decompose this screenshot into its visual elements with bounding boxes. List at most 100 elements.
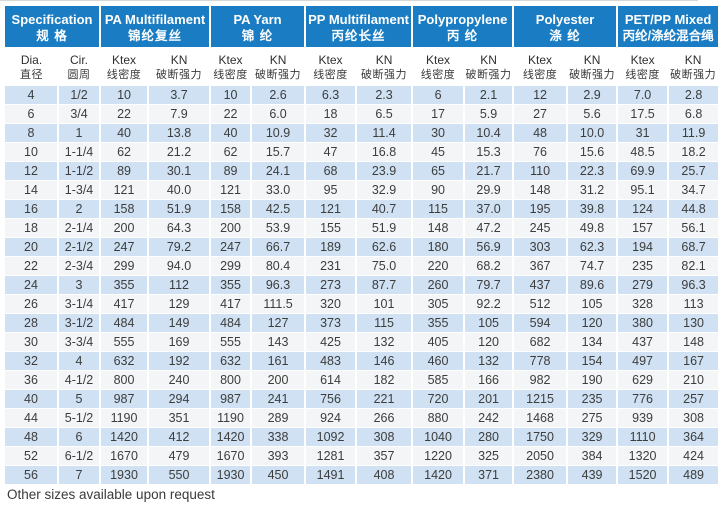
- subheader-label-zh: 线密度: [420, 69, 456, 81]
- table-cell: 325: [463, 446, 514, 466]
- subheader-label-zh: 线密度: [625, 69, 660, 81]
- subheader-col-3-kn: KN 破断强力: [148, 47, 211, 86]
- table-cell: 338: [250, 427, 306, 447]
- table-cell: 241: [250, 389, 306, 409]
- table-row: 36 4-1/2 800 240 800 200 614 182 585 166 982 190 629…: [5, 370, 719, 390]
- table-cell: 62: [99, 142, 149, 162]
- table-cell: 305: [411, 294, 465, 314]
- table-cell: 1092: [304, 427, 357, 447]
- table-cell: 10.4: [463, 123, 514, 143]
- group-label-en: PP Multifilament: [308, 11, 409, 27]
- table-cell: 425: [304, 332, 357, 352]
- table-cell: 2.1: [463, 86, 514, 105]
- table-cell: 1040: [411, 427, 465, 447]
- table-cell: 7: [56, 465, 101, 485]
- table-cell: 880: [411, 408, 465, 428]
- table-cell: 200: [209, 218, 252, 238]
- table-cell: 96.3: [667, 275, 719, 295]
- table-cell: 121: [304, 199, 357, 219]
- table-cell: 11.9: [667, 123, 719, 143]
- table-cell: 460: [411, 351, 465, 371]
- table-cell: 48: [5, 427, 58, 447]
- table-cell: 6.0: [250, 104, 306, 124]
- table-cell: 2-1/2: [56, 237, 101, 257]
- table-cell: 56.1: [667, 218, 719, 238]
- group-header-pp-multifilament: PP Multifilament 丙纶长丝: [304, 6, 413, 47]
- table-cell: 47.2: [463, 218, 514, 238]
- table-cell: 1: [56, 123, 101, 143]
- table-row: 12 1-1/2 89 30.1 89 24.1 68 23.9 65 21.7 110 22.3 69…: [5, 161, 719, 181]
- table-cell: 89: [209, 161, 252, 181]
- table-cell: 235: [616, 256, 669, 276]
- group-label-zh: 丙 纶: [446, 28, 479, 43]
- table-cell: 105: [463, 313, 514, 333]
- group-header-polypropylene: Polypropylene 丙 纶: [411, 6, 514, 47]
- group-header-specification: Specification 规 格: [5, 6, 101, 47]
- table-cell: 987: [99, 389, 149, 409]
- table-row: 10 1-1/4 62 21.2 62 15.7 47 16.8 45 15.3 76 15.6 48.…: [5, 142, 719, 162]
- subheader-label-en: KN: [684, 53, 702, 67]
- group-header-pet-pp-mixed: PET/PP Mixed 丙纶/涤纶混合绳: [616, 6, 719, 47]
- table-cell: 776: [616, 389, 669, 409]
- table-cell: 10: [5, 142, 58, 162]
- table-row: 14 1-3/4 121 40.0 121 33.0 95 32.9 90 29.9 148 31.2…: [5, 180, 719, 200]
- table-cell: 192: [147, 351, 211, 371]
- table-cell: 48.5: [616, 142, 669, 162]
- table-cell: 169: [147, 332, 211, 352]
- table-cell: 49.8: [566, 218, 618, 238]
- table-row: 20 2-1/2 247 79.2 247 66.7 189 62.6 180 56.9 303 62…: [5, 237, 719, 257]
- table-cell: 1670: [209, 446, 252, 466]
- table-cell: 32: [304, 123, 357, 143]
- group-label-zh: 锦 纶: [241, 28, 274, 43]
- table-cell: 39.8: [566, 199, 618, 219]
- table-cell: 47: [304, 142, 357, 162]
- table-cell: 555: [99, 332, 149, 352]
- subheader-label-zh: 破断强力: [569, 69, 616, 81]
- table-cell: 82.1: [667, 256, 719, 276]
- table-cell: 7.9: [147, 104, 211, 124]
- subheader-label-en: KN: [170, 53, 188, 67]
- table-cell: 1110: [616, 427, 669, 447]
- table-cell: 247: [99, 237, 149, 257]
- table-cell: 36: [5, 370, 58, 390]
- table-cell: 10: [99, 86, 149, 105]
- subheader-label-en: Dia.: [20, 53, 43, 67]
- subheader-col-10-ktex: Ktex 线密度: [513, 47, 568, 86]
- group-header-pa-yarn: PA Yarn 锦 纶: [209, 6, 306, 47]
- table-cell: 14: [5, 180, 58, 200]
- table-cell: 89: [99, 161, 149, 181]
- table-cell: 42.5: [250, 199, 306, 219]
- subheader-label-zh: 圆周: [67, 69, 91, 81]
- table-cell: 65: [411, 161, 465, 181]
- table-cell: 22: [5, 256, 58, 276]
- table-row: 56 7 1930 550 1930 450 1491 408 1420 371 2380 439 15…: [5, 465, 719, 485]
- table-cell: 355: [99, 275, 149, 295]
- table-cell: 45: [411, 142, 465, 162]
- table-cell: 112: [147, 275, 211, 295]
- table-cell: 1190: [209, 408, 252, 428]
- table-cell: 68.2: [463, 256, 514, 276]
- table-cell: 682: [512, 332, 568, 352]
- table-cell: 320: [304, 294, 357, 314]
- table-cell: 235: [566, 389, 618, 409]
- table-cell: 585: [411, 370, 465, 390]
- table-cell: 594: [512, 313, 568, 333]
- subheader-label-en: KN: [583, 53, 601, 67]
- subheader-col-12-ktex: Ktex 线密度: [617, 47, 669, 86]
- table-cell: 22: [209, 104, 252, 124]
- subheader-label-zh: 破断强力: [361, 69, 408, 81]
- group-label-en: PA Multifilament: [104, 11, 206, 27]
- table-cell: 3-1/4: [56, 294, 101, 314]
- rope-spec-table: Specification 规 格 PA Multifilament 锦纶复丝 PA Y…: [5, 6, 719, 485]
- table-cell: 279: [616, 275, 669, 295]
- table-cell: 130: [667, 313, 719, 333]
- table-cell: 30: [5, 332, 58, 352]
- table-cell: 484: [99, 313, 149, 333]
- table-cell: 10.9: [250, 123, 306, 143]
- table-cell: 120: [463, 332, 514, 352]
- table-cell: 154: [566, 351, 618, 371]
- subheader-col-6-ktex: Ktex 线密度: [305, 47, 357, 86]
- table-cell: 28: [5, 313, 58, 333]
- table-cell: 351: [147, 408, 211, 428]
- table-cell: 299: [99, 256, 149, 276]
